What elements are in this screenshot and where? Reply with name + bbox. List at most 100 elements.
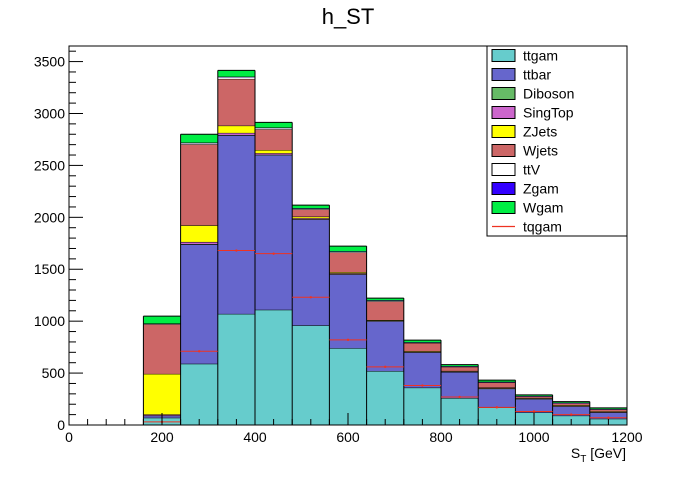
bar-ttgam-bin-4	[292, 325, 330, 425]
bar-ttgam-bin-9	[478, 407, 516, 425]
bar-ttbar-bin-6	[366, 321, 404, 372]
bar-ttbar-bin-5	[329, 274, 367, 349]
bar-zjets-bin-1	[180, 225, 218, 242]
bar-zjets-bin-5	[329, 272, 367, 274]
legend-label-ttbar: ttbar	[523, 67, 551, 83]
tqgam-marker-5	[346, 338, 350, 342]
y-tick-label: 3000	[34, 105, 65, 121]
bar-ttv-bin-3	[255, 127, 293, 130]
bar-zjets-bin-4	[292, 216, 330, 219]
bar-wjets-bin-6	[366, 301, 404, 321]
tqgam-marker-12	[607, 416, 610, 419]
bar-wgam-bin-3	[255, 122, 293, 128]
legend-label-zgam: Zgam	[523, 181, 559, 197]
bar-ttgam-bin-1	[180, 363, 218, 425]
bar-ttbar-bin-8	[441, 372, 479, 399]
x-tick-label: 0	[65, 429, 73, 445]
legend-swatch-wjets	[491, 144, 516, 157]
bar-wjets-bin-10	[515, 396, 553, 398]
bar-ttbar-bin-10	[515, 399, 553, 413]
bar-wgam-bin-5	[329, 246, 367, 252]
bar-wgam-bin-11	[552, 401, 590, 403]
tqgam-marker-6	[384, 365, 387, 369]
legend-swatch-zjets	[491, 125, 516, 138]
tqgam-points	[143, 249, 627, 424]
y-tick-label: 1000	[34, 313, 65, 329]
bar-wjets-bin-7	[403, 342, 441, 352]
bar-zjets-bin-0	[143, 373, 181, 415]
x-tick-label: 1200	[611, 429, 642, 445]
y-tick-label: 500	[42, 365, 66, 381]
y-tick-label: 1500	[34, 261, 65, 277]
bar-ttbar-bin-12	[589, 412, 627, 419]
tqgam-marker-1	[198, 350, 201, 353]
tqgam-marker-11	[570, 413, 573, 416]
bar-wgam-bin-9	[478, 380, 516, 382]
legend-swatch-wgam	[491, 201, 516, 214]
bar-wjets-bin-0	[143, 324, 181, 374]
bar-ttv-bin-1	[180, 142, 218, 145]
legend-swatch-ttgam	[491, 49, 516, 62]
y-tick-label: 2500	[34, 157, 65, 173]
bar-ttbar-bin-2	[217, 135, 255, 314]
bar-ttgam-bin-5	[329, 348, 367, 425]
legend-label-singtop: SingTop	[523, 105, 574, 121]
bar-wjets-bin-11	[552, 403, 590, 406]
bar-ttgam-bin-7	[403, 387, 441, 425]
tqgam-marker-2	[235, 249, 238, 252]
x-tick-label: 600	[336, 429, 360, 445]
bar-wjets-bin-12	[589, 409, 627, 412]
x-tick-label: 800	[429, 429, 453, 445]
legend-swatch-ttbar	[491, 68, 516, 81]
bar-wgam-bin-2	[217, 70, 255, 77]
legend-label-ttv: ttV	[523, 162, 541, 178]
bar-ttgam-bin-2	[217, 313, 255, 425]
bar-ttv-bin-2	[217, 76, 255, 79]
legend-swatch-zgam	[491, 182, 516, 195]
bar-zjets-bin-3	[255, 150, 293, 154]
bar-wjets-bin-2	[217, 78, 255, 126]
bar-wjets-bin-3	[255, 129, 293, 151]
bar-wgam-bin-8	[441, 364, 479, 367]
bar-ttbar-bin-1	[180, 244, 218, 364]
bar-wgam-bin-0	[143, 316, 181, 324]
bar-wgam-bin-12	[589, 407, 627, 409]
tqgam-marker-3	[272, 252, 275, 255]
legend-label-wgam: Wgam	[523, 200, 563, 216]
bar-ttgam-bin-6	[366, 371, 404, 425]
bar-wgam-bin-6	[366, 298, 404, 301]
bar-singtop-bin-5	[329, 273, 367, 275]
y-tick-label: 3500	[34, 54, 65, 70]
x-tick-label: 200	[150, 429, 174, 445]
chart-title: h_ST	[322, 4, 375, 29]
tqgam-marker-9	[495, 406, 498, 409]
tqgam-marker-8	[458, 395, 461, 399]
legend-swatch-diboson	[491, 87, 516, 100]
legend-swatch-singtop	[491, 106, 516, 119]
x-tick-label: 400	[243, 429, 267, 445]
y-tick-label: 0	[57, 417, 65, 433]
bar-wjets-bin-8	[441, 366, 479, 371]
tqgam-marker-7	[421, 384, 424, 387]
legend-label-zjets: ZJets	[523, 124, 557, 140]
legend-label-ttgam: ttgam	[523, 48, 558, 64]
x-axis-label: ST [GeV]	[571, 445, 626, 465]
bar-ttv-bin-4	[292, 208, 330, 210]
bar-ttgam-bin-3	[255, 309, 293, 425]
bar-ttbar-bin-7	[403, 352, 441, 388]
y-tick-label: 2000	[34, 209, 65, 225]
bar-wgam-bin-7	[403, 340, 441, 343]
bar-wjets-bin-9	[478, 382, 516, 388]
bar-ttv-bin-5	[329, 251, 367, 253]
bar-singtop-bin-2	[217, 132, 255, 135]
legend-label-wjets: Wjets	[523, 143, 558, 159]
bar-singtop-bin-4	[292, 218, 330, 220]
legend-label-diboson: Diboson	[523, 86, 574, 102]
bar-ttbar-bin-4	[292, 219, 330, 326]
legend-label-tqgam: tqgam	[523, 219, 562, 235]
bar-zjets-bin-2	[217, 125, 255, 133]
tqgam-marker-4	[309, 296, 312, 299]
bar-ttbar-bin-11	[552, 406, 590, 416]
